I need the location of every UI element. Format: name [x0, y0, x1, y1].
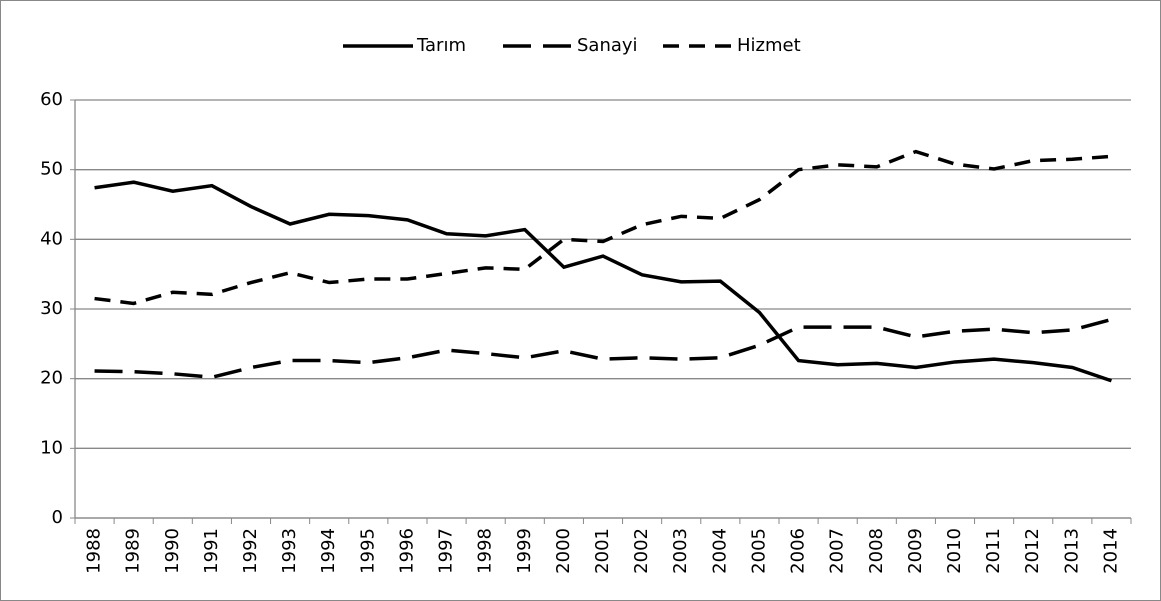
x-tick-label: 1991 — [201, 528, 222, 574]
x-tick-label: 2007 — [827, 528, 848, 574]
x-tick-label: 1996 — [396, 528, 417, 574]
x-tick-label: 1990 — [162, 528, 183, 574]
y-tick-label: 30 — [40, 298, 63, 319]
x-tick-label: 1994 — [318, 528, 339, 574]
x-tick-label: 1988 — [84, 528, 105, 574]
x-tick-label: 2014 — [1100, 528, 1121, 574]
x-tick-label: 2009 — [905, 528, 926, 574]
x-tick-label: 2002 — [631, 528, 652, 574]
series-line — [94, 180, 1113, 383]
y-tick-label: 60 — [40, 89, 63, 110]
x-tick-label: 2011 — [983, 528, 1004, 574]
x-tick-label: 1992 — [240, 528, 261, 574]
x-tick-label: 1999 — [514, 528, 535, 574]
y-tick-label: 40 — [40, 228, 63, 249]
y-tick-label: 50 — [40, 159, 63, 180]
x-tick-label: 1995 — [357, 528, 378, 574]
x-tick-label: 1989 — [123, 528, 144, 574]
x-tick-label: 2000 — [553, 528, 574, 574]
x-tick-label: 1998 — [475, 528, 496, 574]
series-line — [94, 149, 1112, 306]
y-tick-label: 0 — [52, 507, 63, 528]
series-line — [94, 317, 1112, 380]
x-tick-label: 2006 — [788, 528, 809, 574]
y-tick-label: 10 — [40, 437, 63, 458]
legend-label: Tarım — [416, 35, 466, 56]
x-tick-label: 2001 — [592, 528, 613, 574]
x-tick-label: 2012 — [1022, 528, 1043, 574]
legend-label: Sanayi — [577, 35, 638, 56]
y-tick-label: 20 — [40, 368, 63, 389]
x-tick-label: 2008 — [866, 528, 887, 574]
x-tick-label: 1997 — [436, 528, 457, 574]
legend-label: Hizmet — [737, 35, 801, 56]
x-tick-label: 1993 — [279, 528, 300, 574]
x-tick-label: 2003 — [670, 528, 691, 574]
x-tick-label: 2004 — [709, 528, 730, 574]
x-tick-label: 2005 — [748, 528, 769, 574]
x-tick-label: 2010 — [944, 528, 965, 574]
x-tick-label: 2013 — [1061, 528, 1082, 574]
